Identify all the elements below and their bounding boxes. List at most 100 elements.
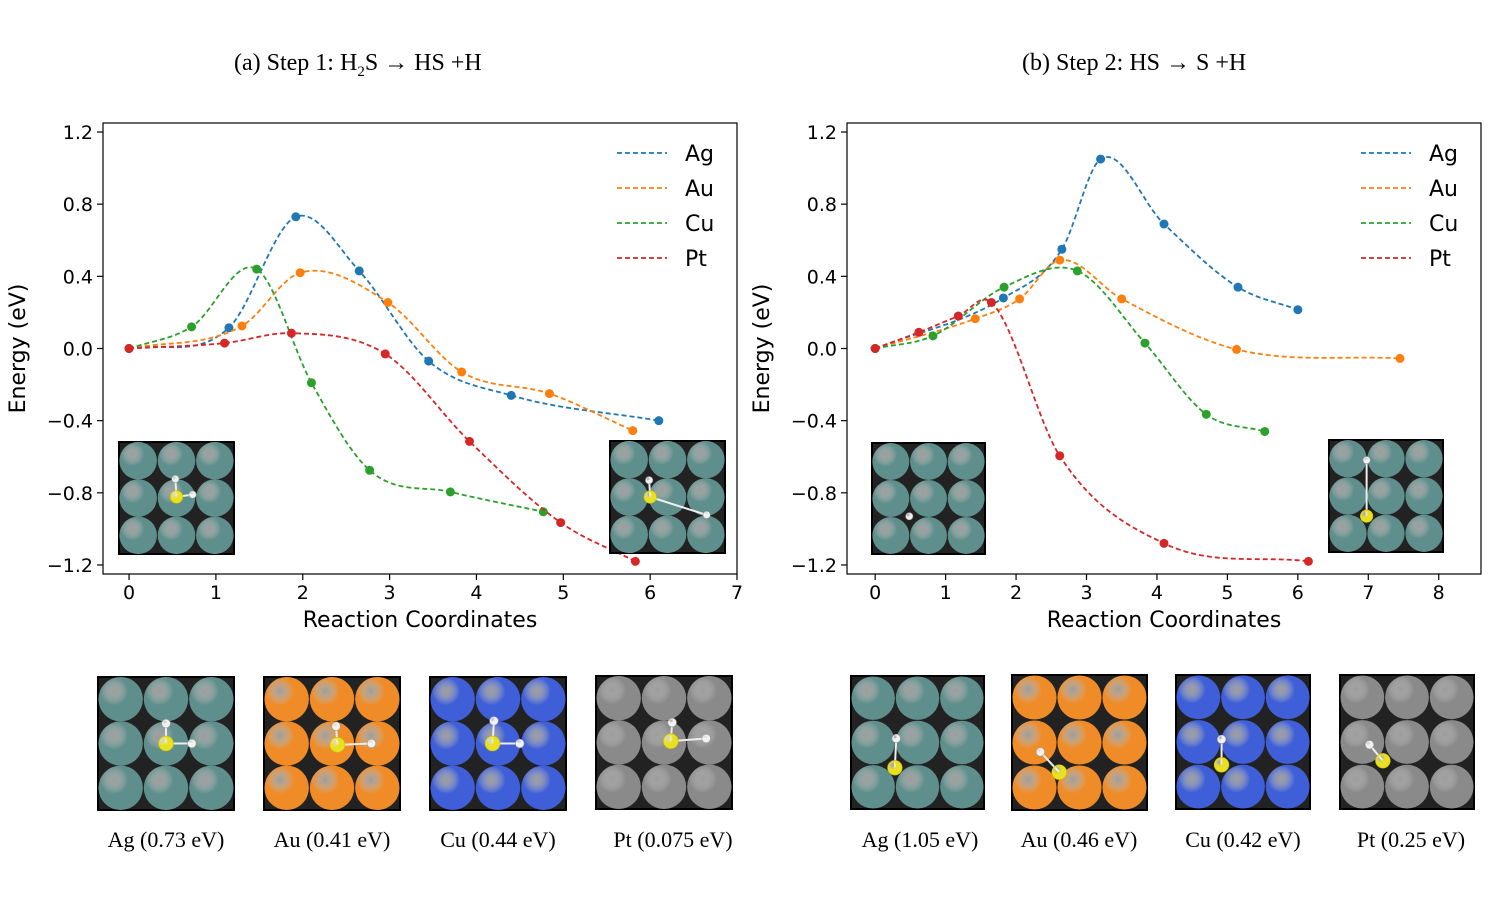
panel-b-title: (b) Step 2: HS → S +H <box>1022 50 1246 77</box>
slab-atom <box>940 720 984 765</box>
data-point-pt <box>124 344 134 353</box>
data-point-ag <box>224 323 234 333</box>
slab-atom <box>309 676 355 722</box>
x-tick-label: 5 <box>557 582 569 604</box>
caption-a-pt: Pt (0.075 eV) <box>613 827 733 852</box>
data-point-cu <box>538 507 548 517</box>
slab-atom <box>895 765 940 809</box>
data-point-au <box>1055 255 1065 265</box>
y-tick-label: −1.2 <box>791 555 837 577</box>
slab-atom <box>1405 514 1443 552</box>
slab-atom <box>1265 764 1310 809</box>
slab-atom <box>196 441 234 480</box>
legend-label-au: Au <box>1429 177 1458 202</box>
y-axis-label: Energy (eV) <box>750 284 775 414</box>
slab-atom <box>157 441 196 480</box>
sulfur-atom <box>158 735 174 752</box>
slab-atom <box>264 676 309 722</box>
caption-a-ag: Ag (0.73 eV) <box>107 827 225 852</box>
data-point-ag <box>998 293 1008 303</box>
slab-atom <box>872 517 910 554</box>
data-point-cu <box>1260 426 1270 436</box>
x-tick-label: 5 <box>1221 582 1233 604</box>
x-tick-label: 6 <box>1292 582 1304 604</box>
slab-atom <box>355 721 400 766</box>
ts-a-pt <box>595 675 733 810</box>
panel-a-title-prefix: (a) Step 1: H <box>234 50 358 76</box>
legend-label-au: Au <box>685 177 714 202</box>
inset-b-initial <box>871 442 986 555</box>
data-point-pt <box>380 349 390 359</box>
data-point-cu <box>999 282 1009 292</box>
data-point-ag <box>654 416 664 426</box>
slab-atom <box>1429 764 1474 809</box>
slab-atom <box>119 516 157 555</box>
panel-a-title-sub: 2 <box>357 63 365 80</box>
y-tick-label: 1.2 <box>63 122 93 144</box>
x-tick-label: 3 <box>384 582 396 604</box>
data-point-au <box>1117 294 1127 304</box>
x-tick-label: 3 <box>1080 582 1092 604</box>
ts-b-au <box>1011 674 1148 811</box>
hydrogen-atom <box>1362 456 1371 465</box>
ts-a-cu <box>429 676 567 811</box>
slab-atom <box>475 765 521 811</box>
caption-a-au: Au (0.41 eV) <box>273 827 391 852</box>
data-point-ag <box>424 356 434 366</box>
data-point-pt <box>986 297 996 307</box>
slab-atom <box>596 675 641 721</box>
legend-label-ag: Ag <box>685 142 714 167</box>
ts-a-ag <box>97 676 235 811</box>
slab-atom <box>143 765 189 811</box>
data-point-cu <box>445 487 455 497</box>
x-tick-label: 4 <box>1151 582 1163 604</box>
slab-atom <box>1176 720 1221 764</box>
y-tick-label: −0.8 <box>47 483 93 505</box>
slab-atom <box>1221 764 1265 809</box>
slab-atom <box>687 440 725 479</box>
inset-a-initial <box>118 441 235 555</box>
series-line-pt <box>874 298 1309 563</box>
slab-atom <box>1057 675 1102 720</box>
slab-atom <box>1265 675 1310 720</box>
data-point-pt <box>953 311 963 321</box>
slab-atom <box>641 764 687 810</box>
slab-atom <box>1102 765 1147 810</box>
slab-atom <box>596 720 641 765</box>
slab-atom <box>1429 720 1474 764</box>
hydrogen-atom <box>645 476 654 485</box>
inset-b-final <box>1328 439 1444 553</box>
slab-atom <box>119 441 157 480</box>
slab-atom <box>264 721 309 766</box>
data-point-pt <box>630 556 640 566</box>
data-point-ag <box>1293 305 1303 315</box>
slab-atom <box>1176 675 1221 720</box>
slab-atom <box>947 443 985 480</box>
slab-atom <box>687 720 732 765</box>
slab-atom <box>521 676 566 722</box>
x-tick-label: 7 <box>1362 582 1374 604</box>
sulfur-atom <box>1213 757 1230 773</box>
slab-atom <box>851 720 895 765</box>
y-tick-label: −0.4 <box>47 411 93 433</box>
legend-label-pt: Pt <box>685 247 707 272</box>
data-point-pt <box>1055 451 1065 461</box>
slab-atom <box>1221 720 1265 764</box>
slab-atom <box>1012 720 1057 765</box>
slab-atom <box>1367 440 1405 478</box>
sulfur-atom <box>1051 764 1067 780</box>
slab-atom <box>610 440 648 479</box>
hydrogen-atom <box>1035 747 1045 757</box>
data-point-au <box>383 297 393 307</box>
x-tick-label: 4 <box>470 582 482 604</box>
data-point-au <box>1015 294 1025 304</box>
x-tick-label: 1 <box>210 582 222 604</box>
slab-atom <box>1405 477 1443 515</box>
data-point-pt <box>465 436 475 446</box>
slab-atom <box>430 676 475 722</box>
hydrogen-atom <box>1364 740 1375 750</box>
data-point-ag <box>291 212 301 222</box>
series-line-ag <box>128 214 659 422</box>
caption-b-au: Au (0.46 eV) <box>1020 827 1138 852</box>
hydrogen-atom <box>188 490 197 499</box>
